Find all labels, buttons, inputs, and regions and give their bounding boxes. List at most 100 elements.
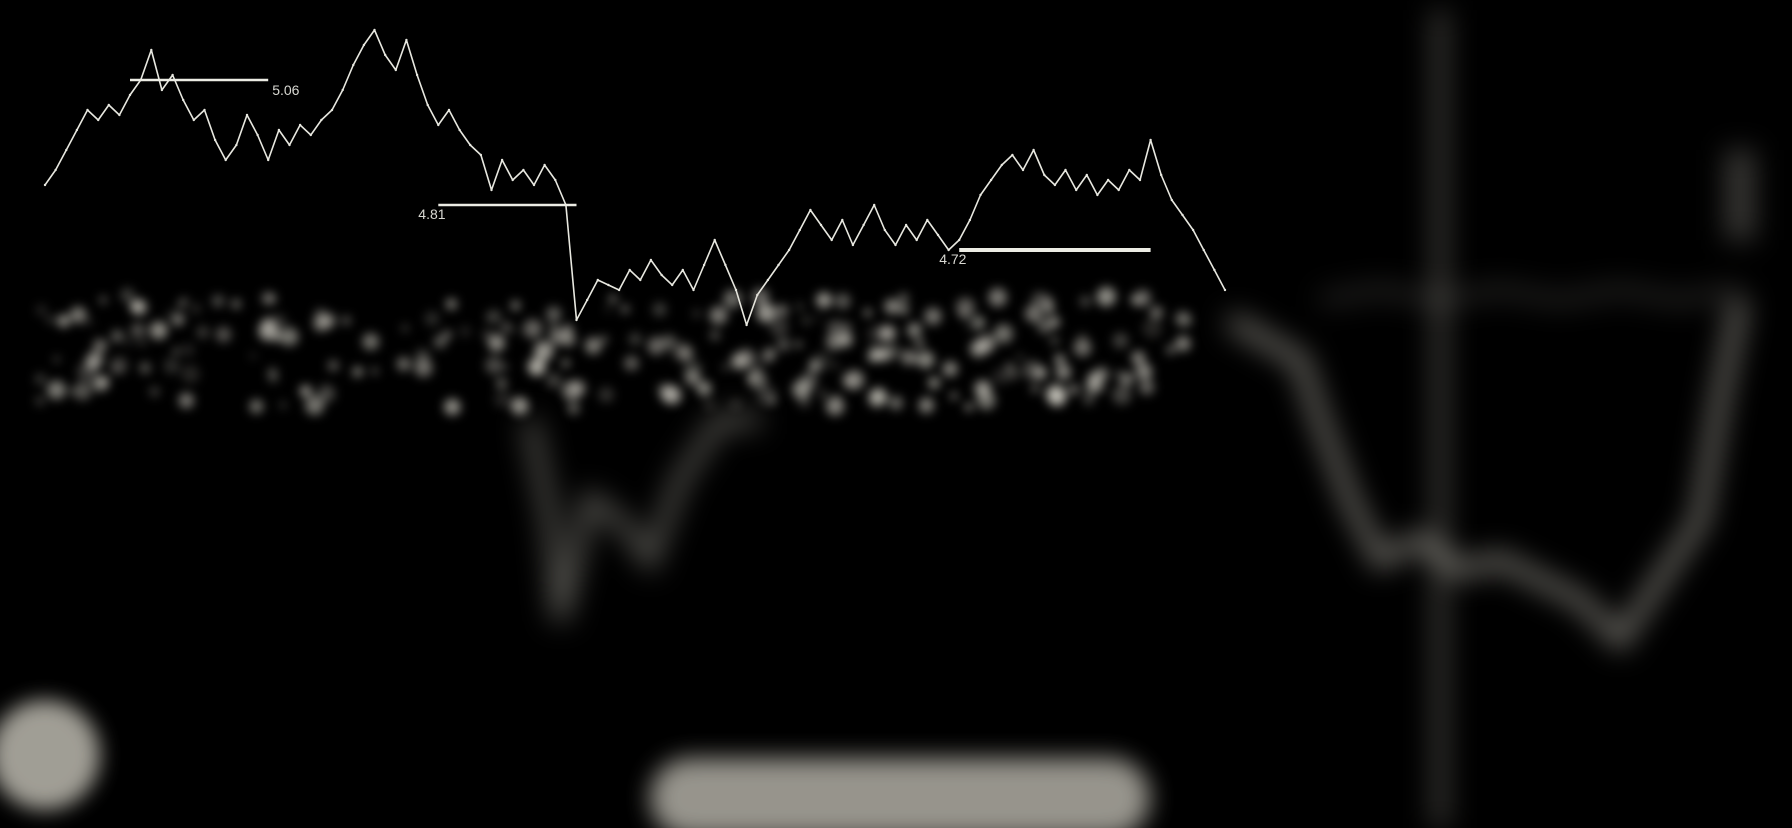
price-point — [1032, 148, 1035, 152]
bokeh-dot — [57, 314, 70, 328]
bokeh-dot — [110, 356, 129, 375]
soft-curve-left — [523, 413, 760, 622]
bokeh-dot — [173, 348, 180, 355]
bokeh-dot — [496, 377, 508, 389]
bokeh-dot — [605, 305, 613, 313]
bokeh-dot — [280, 327, 299, 346]
price-point — [862, 223, 865, 227]
bokeh-dot — [1017, 353, 1023, 360]
price-point — [1053, 183, 1057, 187]
bokeh-dot — [869, 387, 888, 406]
bokeh-dot — [181, 343, 195, 357]
bokeh-dot — [599, 335, 609, 344]
price-point — [320, 118, 323, 122]
bokeh-dot — [362, 333, 380, 350]
bokeh-dot — [973, 317, 985, 329]
price-point — [745, 323, 748, 327]
price-point — [405, 38, 408, 42]
price-point — [1075, 188, 1078, 192]
bokeh-dot — [110, 362, 123, 375]
bokeh-dot — [138, 338, 146, 346]
bokeh-dot — [709, 330, 721, 341]
bokeh-dot — [424, 311, 440, 327]
bokeh-dot — [1112, 385, 1132, 405]
price-point — [213, 138, 217, 142]
bokeh-dot — [751, 288, 770, 306]
bokeh-dot — [341, 316, 351, 326]
bokeh-dot — [965, 313, 985, 332]
level-layer: 5.06 4.81 4.72 — [130, 78, 1151, 267]
price-point — [1096, 193, 1099, 197]
price-point — [936, 233, 940, 237]
bokeh-dot — [775, 304, 789, 318]
bokeh-dot — [1030, 384, 1040, 393]
price-point — [309, 133, 312, 137]
price-point — [1170, 198, 1174, 202]
price-point — [107, 103, 111, 107]
price-point — [724, 263, 727, 267]
bokeh-dot — [1073, 338, 1092, 357]
price-point — [182, 98, 185, 102]
price-point — [203, 108, 206, 112]
bokeh-dot — [494, 390, 512, 408]
bokeh-dot — [1045, 384, 1066, 404]
bokeh-dot — [1134, 289, 1151, 307]
price-point — [734, 288, 738, 292]
price-point — [500, 158, 504, 162]
bokeh-dot — [196, 325, 210, 339]
bokeh-dot — [974, 380, 991, 397]
bokeh-dot — [139, 362, 151, 374]
bokeh-dot — [1005, 366, 1020, 381]
price-point — [352, 63, 355, 67]
bokeh-dot — [549, 328, 567, 346]
bokeh-dot — [1068, 384, 1080, 395]
bokeh-dot — [956, 297, 975, 317]
bokeh-dot — [1031, 291, 1049, 309]
bokeh-dot — [1096, 288, 1115, 307]
bokeh-dot — [98, 376, 110, 388]
bokeh-dot — [1149, 306, 1163, 320]
price-point — [1021, 168, 1025, 172]
bokeh-dot — [76, 361, 97, 382]
bokeh-dot — [534, 341, 554, 361]
soft-band-right — [1319, 284, 1741, 306]
bokeh-dot — [623, 355, 639, 371]
bokeh-dot — [149, 386, 160, 397]
bokeh-dot — [512, 328, 519, 335]
price-point — [75, 128, 79, 132]
bokeh-dot — [660, 384, 680, 404]
blurred-pill-shape — [650, 758, 1150, 828]
bokeh-dot — [34, 373, 47, 386]
price-point — [798, 228, 801, 232]
price-point — [415, 73, 419, 77]
bokeh-dot — [166, 310, 176, 320]
bokeh-dot — [1083, 393, 1095, 406]
bokeh-dot — [268, 373, 279, 384]
price-point — [1011, 153, 1014, 157]
bokeh-dot — [181, 298, 188, 304]
price-point — [192, 118, 195, 122]
price-point — [86, 108, 89, 112]
bokeh-dot — [808, 359, 821, 372]
bokeh-dot — [231, 299, 242, 309]
bokeh-dot — [950, 392, 958, 400]
level-label: 4.81 — [418, 206, 445, 222]
price-point — [277, 128, 281, 132]
bokeh-dot — [709, 306, 728, 325]
bokeh-dot — [678, 347, 691, 360]
price-point — [1160, 173, 1163, 177]
bokeh-dot — [1024, 304, 1043, 323]
bokeh-dot — [443, 330, 452, 339]
bokeh-dot — [1178, 312, 1193, 328]
price-point — [596, 278, 599, 282]
bokeh-dot — [1043, 296, 1054, 306]
bokeh-dot — [669, 340, 690, 361]
bokeh-dot — [795, 340, 802, 348]
bokeh-dot — [268, 294, 277, 303]
bokeh-dot — [299, 385, 312, 398]
bokeh-dot — [85, 351, 103, 369]
bokeh-dot — [723, 289, 742, 309]
bokeh-dot — [327, 360, 339, 372]
